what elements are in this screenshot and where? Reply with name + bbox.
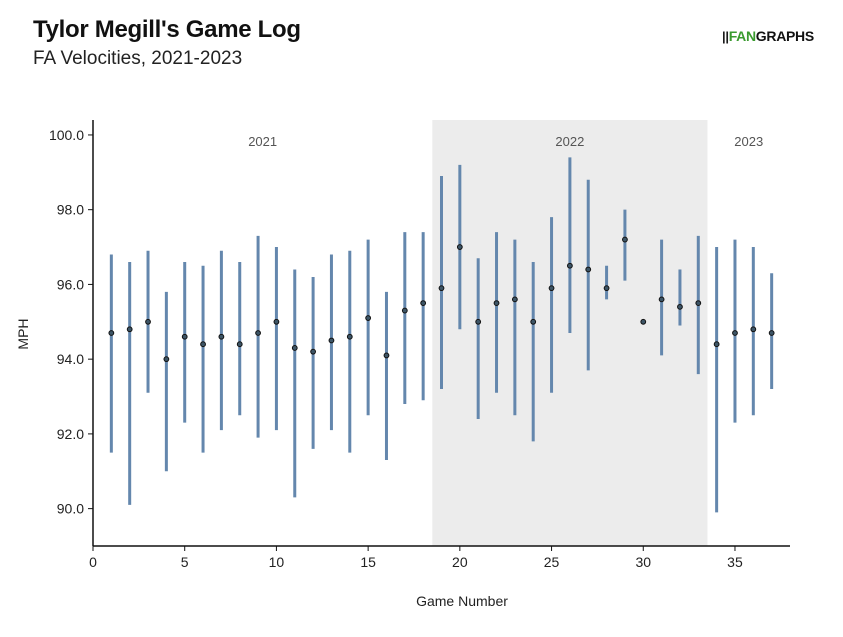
- avg-point-game-3: [145, 318, 151, 325]
- avg-point-game-16: [383, 352, 390, 359]
- avg-point-game-29: [622, 236, 628, 243]
- avg-point-game-23: [511, 296, 518, 303]
- avg-point-game-5: [181, 333, 188, 340]
- avg-point-game-18: [420, 300, 427, 307]
- y-tick-label-92: 92.0: [57, 426, 84, 442]
- x-tick-label-15: 15: [360, 554, 376, 570]
- avg-point-game-10: [273, 318, 280, 325]
- x-tick-label-10: 10: [269, 554, 285, 570]
- x-tick-label-25: 25: [544, 554, 560, 570]
- avg-point-game-36: [750, 326, 757, 333]
- avg-point-game-32: [677, 303, 683, 310]
- avg-point-game-4: [163, 356, 170, 363]
- avg-point-game-20: [456, 244, 463, 250]
- average-velocity-points: [108, 236, 775, 363]
- axes: 0 5 10 15 20 25 30 35 90.0 92.0 94.0 96.0 98.0 100.0: [49, 120, 790, 570]
- y-tick-label-94: 94.0: [57, 351, 84, 367]
- avg-point-game-13: [328, 337, 335, 344]
- avg-point-game-11: [291, 345, 298, 351]
- avg-point-game-30: [640, 318, 647, 325]
- avg-point-game-35: [732, 330, 738, 336]
- season-label-2022: 2022: [555, 134, 584, 149]
- y-tick-label-98: 98.0: [57, 202, 84, 218]
- avg-point-game-8: [236, 341, 243, 348]
- avg-point-game-6: [200, 341, 206, 348]
- avg-point-game-33: [695, 300, 702, 307]
- avg-point-game-25: [548, 285, 555, 292]
- avg-point-game-15: [365, 315, 372, 321]
- avg-point-game-2: [126, 326, 133, 333]
- x-tick-label-5: 5: [181, 554, 189, 570]
- avg-point-game-21: [475, 318, 482, 325]
- logo-fan-text: FAN: [728, 28, 756, 44]
- avg-point-game-14: [346, 333, 353, 340]
- x-tick-label-0: 0: [89, 554, 97, 570]
- avg-point-game-1: [108, 330, 115, 336]
- x-axis-title: Game Number: [416, 593, 508, 609]
- y-tick-label-100: 100.0: [49, 127, 84, 143]
- logo-mark-icon: ||: [722, 29, 729, 44]
- y-axis-title: MPH: [15, 318, 31, 349]
- x-tick-label-30: 30: [635, 554, 651, 570]
- logo-graphs-text: GRAPHS: [755, 28, 814, 44]
- season-labels: 2021 2022 2023: [248, 134, 763, 149]
- fangraphs-logo: ||FANGRAPHS: [722, 28, 814, 44]
- chart-title: Tylor Megill's Game Log: [33, 16, 301, 43]
- avg-point-game-7: [218, 333, 225, 340]
- chart-subtitle: FA Velocities, 2021-2023: [33, 48, 243, 69]
- avg-point-game-37: [768, 330, 775, 336]
- avg-point-game-9: [255, 330, 261, 336]
- season-label-2023: 2023: [734, 134, 763, 149]
- x-tick-label-20: 20: [452, 554, 468, 570]
- avg-point-game-12: [310, 348, 317, 355]
- avg-point-game-24: [530, 318, 537, 325]
- avg-point-game-17: [401, 307, 408, 314]
- avg-point-game-26: [566, 262, 573, 269]
- season-label-2021: 2021: [248, 134, 277, 149]
- x-tick-label-35: 35: [727, 554, 743, 570]
- avg-point-game-34: [713, 341, 720, 348]
- y-tick-label-90: 90.0: [57, 501, 84, 517]
- avg-point-game-27: [585, 266, 592, 273]
- avg-point-game-22: [493, 300, 500, 307]
- y-tick-label-96: 96.0: [57, 276, 84, 292]
- avg-point-game-19: [438, 285, 445, 292]
- avg-point-game-28: [603, 285, 610, 292]
- avg-point-game-31: [658, 296, 665, 303]
